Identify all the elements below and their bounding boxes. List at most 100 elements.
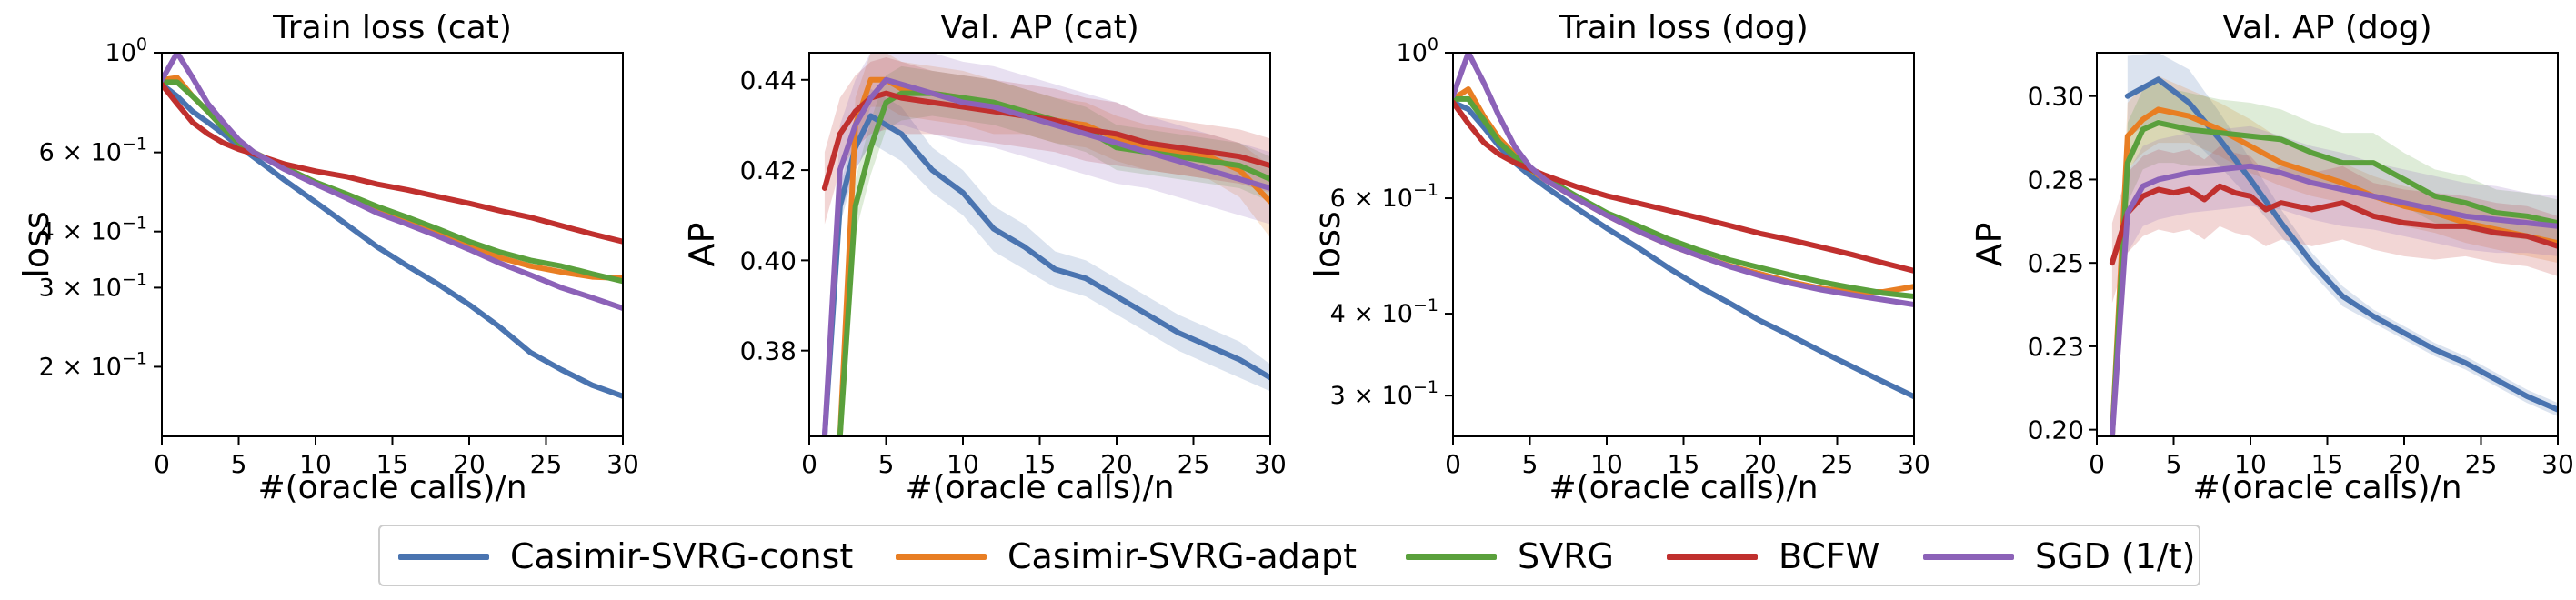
y-tick-label: 100 <box>1397 35 1438 67</box>
x-tick-label: 25 <box>1821 449 1854 479</box>
legend-label-casimir-svrg-adapt: Casimir-SVRG-adapt <box>1007 536 1358 576</box>
plot-area <box>821 53 1270 436</box>
series-line-svrg <box>162 79 623 285</box>
x-tick-label: 25 <box>2465 449 2498 479</box>
series-line-casimir-svrg-const <box>1453 99 1914 400</box>
x-tick-label: 30 <box>1254 449 1287 479</box>
x-axis-label: #(oracle calls)/n <box>905 469 1174 506</box>
y-tick-label: 0.38 <box>740 336 797 366</box>
x-tick-label: 10 <box>299 449 332 479</box>
series-line-sgd-1-t <box>1453 53 1914 308</box>
legend-label-casimir-svrg-const: Casimir-SVRG-const <box>510 536 854 576</box>
x-axis-label: #(oracle calls)/n <box>1549 469 1818 506</box>
series-line-casimir-svrg-const <box>821 113 1270 436</box>
legend-swatch-casimir-svrg-adapt <box>896 554 987 560</box>
legend-swatch-bcfw <box>1667 554 1758 560</box>
x-tick-label: 25 <box>530 449 563 479</box>
legend-swatch-svrg <box>1406 554 1497 560</box>
legend: Casimir-SVRG-const Casimir-SVRG-adapt SV… <box>378 525 2200 586</box>
y-tick-label: 0.40 <box>740 245 797 275</box>
axes-frame <box>161 52 624 437</box>
y-tick-label: 0.25 <box>2028 248 2084 278</box>
series-line-sgd-1-t <box>821 76 1270 436</box>
legend-label-bcfw: BCFW <box>1779 536 1880 576</box>
x-tick-label: 15 <box>376 449 409 479</box>
series-line-casimir-svrg-adapt <box>1453 86 1914 295</box>
series-line-casimir-svrg-const <box>2124 76 2558 413</box>
plot-area <box>162 53 623 399</box>
legend-label-sgd: SGD (1/t) <box>2035 536 2196 576</box>
y-tick-label: 4 × 10−1 <box>1330 295 1438 328</box>
chart-title: Val. AP (dog) <box>2222 9 2431 46</box>
x-tick-label: 0 <box>2089 449 2105 479</box>
x-tick-label: 10 <box>1590 449 1623 479</box>
legend-label-svrg: SVRG <box>1518 536 1614 576</box>
x-tick-label: 15 <box>1024 449 1057 479</box>
panel-2: 0 5 10 15 20 25 30 0.38 0.40 0.42 0.44 Val. AP (cat… <box>682 9 1287 506</box>
y-axis-label: AP <box>1970 223 2010 267</box>
band-bcfw <box>824 56 1270 225</box>
series-line-sgd-1-t <box>2109 163 2558 436</box>
panel-3: 0 5 10 15 20 25 30 100 6 × 10−1 4 × 10−1 3 × 10−1 T… <box>1308 9 1930 506</box>
series-line-bcfw <box>1453 99 1914 274</box>
legend-swatch-sgd <box>1923 554 2014 560</box>
x-tick-label: 5 <box>1522 449 1539 479</box>
series-line-svrg <box>837 90 1270 436</box>
series-line-svrg <box>1453 95 1914 300</box>
x-tick-label: 0 <box>1445 449 1461 479</box>
plot-area <box>2109 53 2558 436</box>
plot-area <box>1453 53 1914 400</box>
y-tick-label: 0.28 <box>2028 165 2084 195</box>
y-tick-label: 4 × 10−1 <box>39 214 147 246</box>
x-tick-label: 30 <box>2541 449 2574 479</box>
band-sgd-1-t <box>2111 125 2558 436</box>
y-tick-label: 6 × 10−1 <box>39 135 147 167</box>
y-tick-label: 0.30 <box>2028 82 2084 112</box>
y-tick-label: 100 <box>105 35 147 67</box>
chart-title: Train loss (cat) <box>272 9 512 46</box>
y-tick-label: 2 × 10−1 <box>39 348 147 381</box>
x-tick-label: 20 <box>453 449 486 479</box>
x-tick-label: 30 <box>606 449 639 479</box>
x-tick-label: 5 <box>231 449 247 479</box>
y-tick-label: 0.42 <box>740 155 797 185</box>
y-tick-label: 0.23 <box>2028 332 2084 362</box>
y-tick-label: 3 × 10−1 <box>1330 377 1438 410</box>
y-tick-label: 0.20 <box>2028 415 2084 445</box>
series-line-bcfw <box>2109 183 2558 266</box>
x-tick-label: 0 <box>154 449 170 479</box>
x-tick-label: 25 <box>1178 449 1210 479</box>
chart-title: Val. AP (cat) <box>940 9 1139 46</box>
y-tick-label: 0.44 <box>740 65 797 95</box>
x-axis-label: #(oracle calls)/n <box>2192 469 2461 506</box>
x-tick-label: 5 <box>2166 449 2182 479</box>
x-tick-label: 15 <box>2311 449 2344 479</box>
x-tick-label: 10 <box>947 449 979 479</box>
x-axis-label: #(oracle calls)/n <box>257 469 526 506</box>
x-tick-label: 0 <box>801 449 817 479</box>
y-axis-label: loss <box>16 211 56 277</box>
series-line-casimir-svrg-const <box>162 81 623 399</box>
series-line-svrg <box>2109 120 2558 436</box>
series-line-casimir-svrg-adapt <box>2109 106 2558 436</box>
x-tick-label: 30 <box>1898 449 1930 479</box>
x-tick-label: 20 <box>2388 449 2421 479</box>
legend-swatch-casimir-svrg-const <box>398 554 489 560</box>
x-tick-label: 15 <box>1668 449 1700 479</box>
x-tick-label: 10 <box>2234 449 2267 479</box>
series-line-bcfw <box>162 81 623 245</box>
x-tick-label: 20 <box>1100 449 1133 479</box>
chart-title: Train loss (dog) <box>1558 9 1809 46</box>
x-tick-label: 20 <box>1744 449 1777 479</box>
y-tick-label: 3 × 10−1 <box>39 269 147 302</box>
y-tick-label: 6 × 10−1 <box>1330 180 1438 213</box>
y-axis-label: loss <box>1308 211 1348 277</box>
x-tick-label: 5 <box>878 449 895 479</box>
series-line-sgd-1-t <box>162 53 623 312</box>
series-line-casimir-svrg-adapt <box>162 75 623 281</box>
panel-4: 0 5 10 15 20 25 30 0.20 0.23 0.25 0.28 0.30 Val. AP … <box>1970 9 2574 506</box>
y-axis-label: AP <box>682 223 722 267</box>
panel-1: 0 5 10 15 20 25 30 100 6 × 10−1 4 × 10−1 3 × 10−1 2… <box>16 9 639 506</box>
band-casimir-svrg-const <box>2127 53 2558 416</box>
